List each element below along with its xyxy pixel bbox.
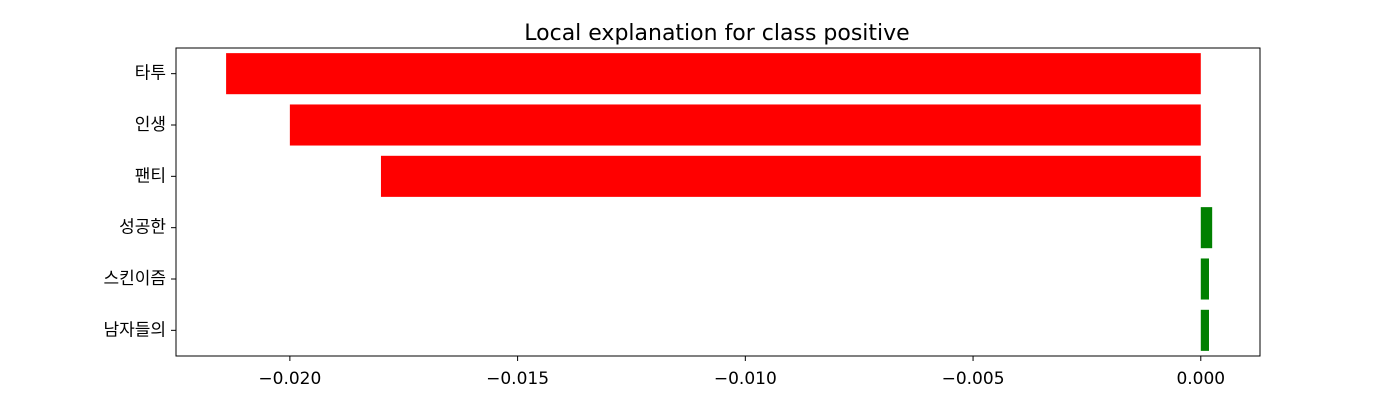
x-tick-label-4: 0.000 <box>1176 369 1225 389</box>
x-tick-label-0: −0.020 <box>258 369 321 389</box>
y-tick-label-2: 팬티 <box>135 166 166 186</box>
plot-frame <box>175 47 1261 357</box>
y-tick-label-3: 성공한 <box>119 218 166 238</box>
bar-5 <box>1200 309 1209 351</box>
y-tick-label-5: 남자들의 <box>103 320 166 340</box>
bar-1 <box>289 104 1201 146</box>
bar-4 <box>1200 258 1209 300</box>
bars-group <box>226 53 1213 351</box>
y-tick-label-0: 타투 <box>135 64 166 84</box>
x-tick-label-2: −0.010 <box>714 369 777 389</box>
chart-title: Local explanation for class positive <box>524 21 909 46</box>
bar-2 <box>380 155 1201 197</box>
bar-0 <box>226 53 1201 95</box>
x-axis: −0.020 −0.015 −0.010 −0.005 0.000 <box>258 356 1225 389</box>
y-tick-label-1: 인생 <box>135 115 166 135</box>
y-tick-label-4: 스킨이즘 <box>103 269 166 289</box>
bar-3 <box>1200 207 1213 249</box>
x-tick-label-3: −0.005 <box>942 369 1005 389</box>
x-tick-label-1: −0.015 <box>486 369 549 389</box>
